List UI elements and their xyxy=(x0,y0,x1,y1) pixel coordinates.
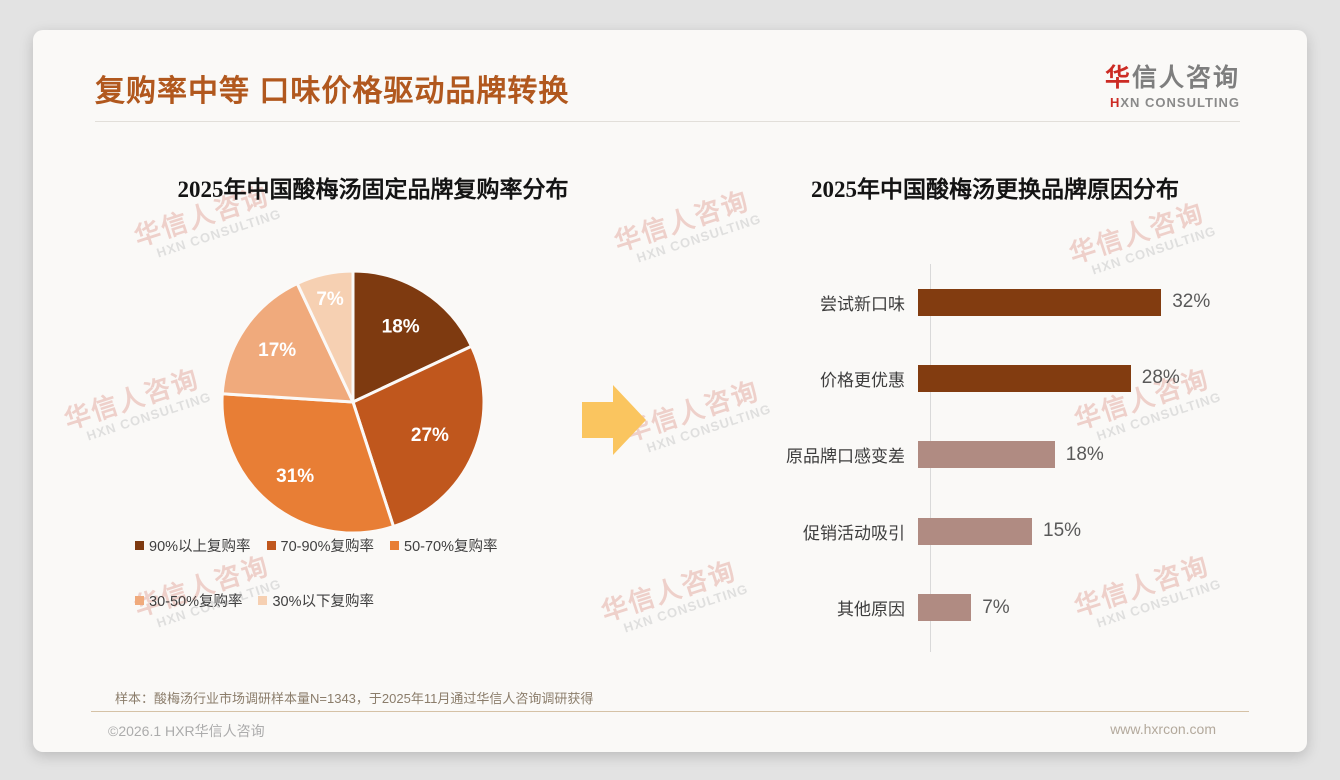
bar-row: 促销活动吸引 15% xyxy=(783,493,1273,569)
bar-category-label: 原品牌口感变差 xyxy=(786,447,905,467)
pie-data-label: 31% xyxy=(276,466,314,487)
watermark: 华信人咨询 HXN CONSULTING xyxy=(59,357,213,449)
logo-en-rest: XN CONSULTING xyxy=(1120,95,1240,110)
legend-label: 30-50%复购率 xyxy=(149,594,243,610)
legend-swatch xyxy=(135,596,144,605)
watermark-en: HXN CONSULTING xyxy=(154,205,284,261)
bar-category-label: 其他原因 xyxy=(837,600,905,620)
bar-rect xyxy=(918,594,972,622)
bar-row: 其他原因 7% xyxy=(783,570,1273,646)
bar-rect xyxy=(918,288,1162,316)
pie-legend: 90%以上复购率 70-90%复购率 50-70%复购率 30-50%复购率 30%以下… xyxy=(135,535,597,611)
legend-swatch xyxy=(135,541,144,550)
legend-label: 30%以下复购率 xyxy=(272,594,375,610)
pie-slice xyxy=(351,269,474,404)
page-title: 复购率中等 口味价格驱动品牌转换 xyxy=(95,75,570,108)
pie-slice xyxy=(220,392,395,535)
legend-swatch xyxy=(266,541,276,550)
watermark-en: HXN CONSULTING xyxy=(84,388,214,444)
bar-value-label: 7% xyxy=(982,596,1010,618)
bar-category-label: 尝试新口味 xyxy=(820,294,905,314)
bar-value-label: 15% xyxy=(1043,520,1082,542)
right-arrow-icon xyxy=(582,385,646,455)
legend-item: 70-90%复购率 xyxy=(266,535,375,556)
logo-english-name: HXN CONSULTING xyxy=(1105,95,1240,110)
watermark: 华信人咨询 HXN CONSULTING xyxy=(596,549,750,641)
pie-data-label: 17% xyxy=(258,340,296,361)
sample-note: 样本：酸梅汤行业市场调研样本量N=1343，于2025年11月通过华信人咨询调研… xyxy=(115,691,594,706)
company-logo: 华信人咨询 HXN CONSULTING xyxy=(1105,58,1240,110)
bar-category-label: 价格更优惠 xyxy=(820,370,905,390)
bar-row: 价格更优惠 28% xyxy=(783,340,1273,416)
pie-data-label: 27% xyxy=(411,425,449,446)
legend-item: 30%以下复购率 xyxy=(258,590,374,611)
legend-swatch xyxy=(390,541,400,550)
bar-row: 尝试新口味 32% xyxy=(783,264,1273,340)
bar-value-label: 32% xyxy=(1172,291,1211,312)
slide-card: 华信人咨询 HXN CONSULTING 华信人咨询 HXN CONSULTING … xyxy=(33,30,1307,752)
bar-value-label: 18% xyxy=(1065,443,1104,465)
pie-slice xyxy=(295,269,355,404)
pie-slice xyxy=(351,344,486,529)
bar-rect xyxy=(918,441,1055,469)
pie-data-label: 18% xyxy=(382,316,420,337)
website-text: www.hxrcon.com xyxy=(1110,721,1216,737)
legend-label: 70-90%复购率 xyxy=(280,539,375,555)
watermark-en: HXN CONSULTING xyxy=(644,400,774,456)
header-divider xyxy=(95,121,1240,122)
watermark-cn: 华信人咨询 xyxy=(60,363,203,436)
legend-label: 50-70%复购率 xyxy=(404,539,498,555)
footer-divider xyxy=(91,711,1249,712)
legend-item: 30-50%复购率 xyxy=(135,590,242,611)
bar-rect xyxy=(918,517,1032,545)
pie-slice xyxy=(220,281,355,404)
logo-chinese-name: 华信人咨询 xyxy=(1105,58,1240,94)
watermark-cn: 华信人咨询 xyxy=(597,555,740,628)
pie-chart-title: 2025年中国酸梅汤固定品牌复购率分布 xyxy=(177,177,569,202)
legend-item: 50-70%复购率 xyxy=(390,535,498,556)
bar-row: 原品牌口感变差 18% xyxy=(783,417,1273,493)
bar-chart: 尝试新口味 32% 价格更优惠 28% 原品牌口感变差 18% 促销活动吸引 15% 其他原因 7… xyxy=(783,264,1273,684)
logo-cn-rest: 信人咨询 xyxy=(1131,64,1240,92)
watermark-en: HXN CONSULTING xyxy=(634,210,764,266)
pie-data-label: 7% xyxy=(316,289,344,310)
logo-en-accent: H xyxy=(1109,95,1121,110)
logo-cn-accent: 华 xyxy=(1104,64,1132,92)
legend-item: 90%以上复购率 xyxy=(135,535,251,556)
legend-swatch xyxy=(258,596,268,605)
bar-rect xyxy=(918,364,1131,392)
bar-value-label: 28% xyxy=(1141,367,1180,389)
bar-chart-title: 2025年中国酸梅汤更换品牌原因分布 xyxy=(811,177,1179,202)
pie-chart: 18% 27% 31% 17% 7% xyxy=(220,269,486,535)
copyright-text: ©2026.1 HXR华信人咨询 xyxy=(108,723,265,739)
watermark-en: HXN CONSULTING xyxy=(621,580,751,636)
bar-category-label: 促销活动吸引 xyxy=(803,523,905,543)
legend-label: 90%以上复购率 xyxy=(149,539,251,555)
